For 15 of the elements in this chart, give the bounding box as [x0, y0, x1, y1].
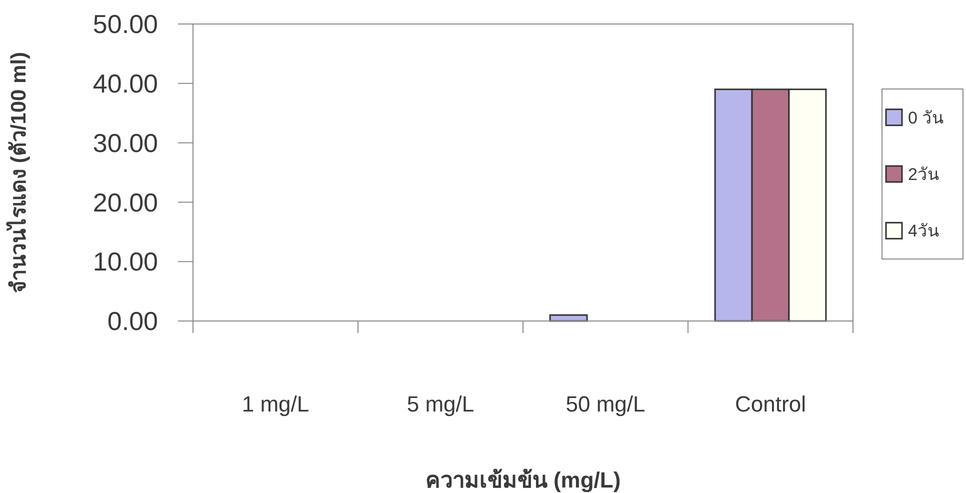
x-tick-label: Control [735, 392, 806, 417]
x-tick-label: 50 mg/L [566, 392, 646, 417]
y-tick-label: 50.00 [92, 9, 158, 40]
x-tick-label: 1 mg/L [242, 392, 310, 417]
y-tick-label: 10.00 [92, 246, 158, 277]
x-axis-title: ความเข้มข้น (mg/L) [425, 468, 621, 493]
y-tick-label: 0.00 [107, 306, 158, 336]
x-tick-label: 5 mg/L [406, 392, 474, 417]
legend-label: 4วัน [908, 222, 940, 241]
y-axis-title: จำนวนไรแดง (ตัว/100 ml) [5, 52, 30, 294]
y-tick-label: 30.00 [92, 128, 158, 158]
legend-label: 0 วัน [908, 108, 944, 128]
legend-label: 2วัน [908, 164, 940, 184]
y-tick-label: 20.00 [92, 187, 158, 218]
y-tick-label: 40.00 [92, 68, 158, 98]
